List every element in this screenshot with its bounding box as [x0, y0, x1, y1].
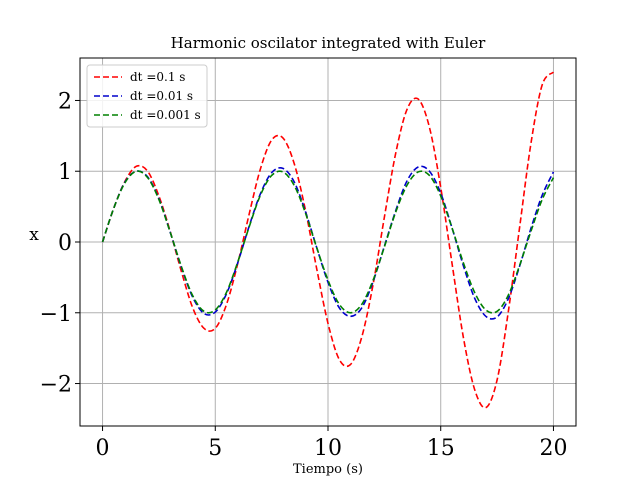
ticks: 0 5 10 15 20 −2 −1 0 1 2: [40, 89, 568, 461]
y-tick-label: −1: [40, 302, 72, 327]
legend-box: [86, 64, 208, 128]
x-tick-label: 5: [208, 436, 222, 461]
x-axis-label: Tiempo (s): [293, 462, 363, 477]
legend: dt =0.1 s dt =0.01 s dt =0.001 s: [86, 64, 208, 128]
y-tick-label: 1: [58, 160, 72, 185]
x-tick-label: 10: [314, 436, 342, 461]
legend-entry-label: dt =0.1 s: [130, 70, 185, 84]
series-line-3: [101, 170, 555, 314]
legend-entry-label: dt =0.01 s: [130, 89, 193, 103]
y-tick-label: 0: [58, 231, 72, 256]
chart-title: Harmonic oscilator integrated with Euler: [171, 34, 486, 52]
x-tick-label: 0: [96, 436, 110, 461]
x-tick-label: 20: [539, 436, 567, 461]
y-tick-label: −2: [40, 373, 72, 398]
series-line-1: [101, 71, 555, 409]
grid: [80, 58, 576, 426]
x-tick-label: 15: [427, 436, 455, 461]
y-tick-label: 2: [58, 89, 72, 114]
y-axis-label: x: [29, 225, 39, 245]
legend-entry-label: dt =0.001 s: [130, 108, 201, 122]
series-group: [101, 71, 555, 409]
